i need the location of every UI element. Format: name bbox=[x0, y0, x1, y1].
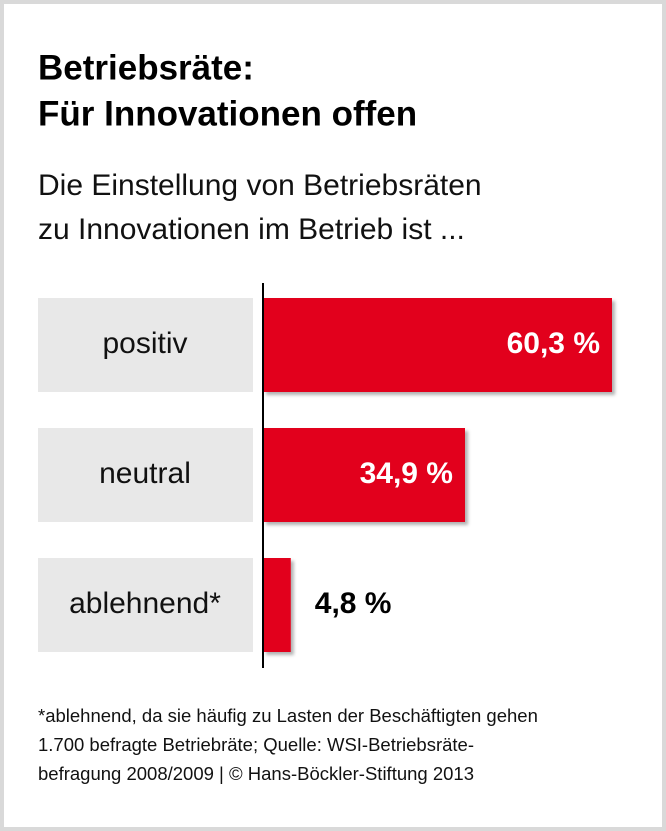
category-box bbox=[38, 428, 253, 522]
value-label: 34,9 % bbox=[360, 457, 453, 490]
category-label: positiv bbox=[102, 327, 187, 360]
chart-subtitle: zu Innovationen im Betrieb ist ... bbox=[38, 213, 465, 246]
category-label: neutral bbox=[99, 457, 191, 490]
chart-title: Betriebsräte: bbox=[38, 48, 254, 87]
category-label: ablehnend* bbox=[69, 587, 221, 620]
footnote: *ablehnend, da sie häufig zu Lasten der … bbox=[38, 705, 538, 726]
category-box bbox=[38, 558, 253, 652]
value-label: 4,8 % bbox=[315, 587, 392, 620]
bar bbox=[263, 428, 465, 522]
bar bbox=[263, 558, 291, 652]
bar bbox=[263, 298, 612, 392]
chart-title: Für Innovationen offen bbox=[38, 94, 417, 133]
footnote: 1.700 befragte Betriebräte; Quelle: WSI-… bbox=[38, 734, 474, 755]
category-box bbox=[38, 298, 253, 392]
value-label: 60,3 % bbox=[507, 327, 600, 360]
footnote: befragung 2008/2009 | © Hans-Böckler-Sti… bbox=[38, 763, 474, 784]
chart-subtitle: Die Einstellung von Betriebsräten bbox=[38, 169, 482, 202]
